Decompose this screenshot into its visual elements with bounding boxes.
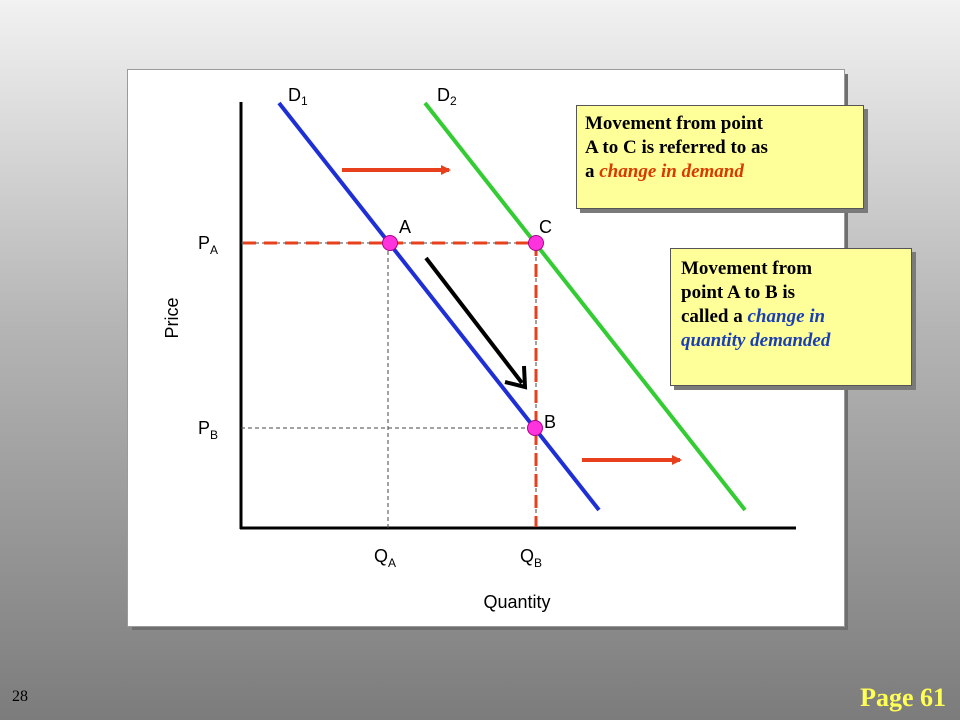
callout-line: a change in demand <box>585 160 855 184</box>
x-axis-title: Quantity <box>483 592 550 612</box>
point-label-c: C <box>539 217 552 237</box>
point-label-a: A <box>399 217 411 237</box>
callout-line: Movement from point <box>585 113 764 134</box>
quantity-label-qa: QA <box>374 546 396 570</box>
callout-highlight: quantity demanded <box>681 330 831 351</box>
demand-curve-d2 <box>423 101 747 512</box>
callout-text: called a <box>681 306 748 327</box>
movement-arrowhead <box>504 365 528 390</box>
point-a-marker <box>382 235 398 251</box>
callout-line: called a change in <box>681 305 901 329</box>
curve-label-d1: D1 <box>288 85 308 108</box>
callout-line: quantity demanded <box>681 329 901 353</box>
callout-text: a <box>585 161 600 182</box>
callout-line: point A to B is <box>681 282 796 303</box>
point-b-marker <box>527 420 543 436</box>
point-label-b: B <box>544 412 556 432</box>
callout-highlight: change in <box>747 306 826 327</box>
y-axis-title: Price <box>162 297 182 338</box>
callout-line: A to C is referred to as <box>585 137 768 158</box>
callout-line: Movement from <box>681 258 813 279</box>
callout-highlight: change in demand <box>599 161 744 182</box>
callout-change-in-demand: Movement from point A to C is referred t… <box>576 105 864 209</box>
callout-change-in-quantity-demanded: Movement from point A to B is called a c… <box>670 248 912 386</box>
demand-curve-d1 <box>277 101 601 512</box>
curve-label-d2: D2 <box>437 85 457 108</box>
quantity-label-qb: QB <box>520 546 542 570</box>
slide-number: 28 <box>12 688 28 705</box>
movement-arrow <box>424 256 524 385</box>
price-label-pa: PA <box>198 233 218 257</box>
point-c-marker <box>528 235 544 251</box>
price-label-pb: PB <box>198 418 218 442</box>
page-label: Page 61 <box>860 683 946 712</box>
